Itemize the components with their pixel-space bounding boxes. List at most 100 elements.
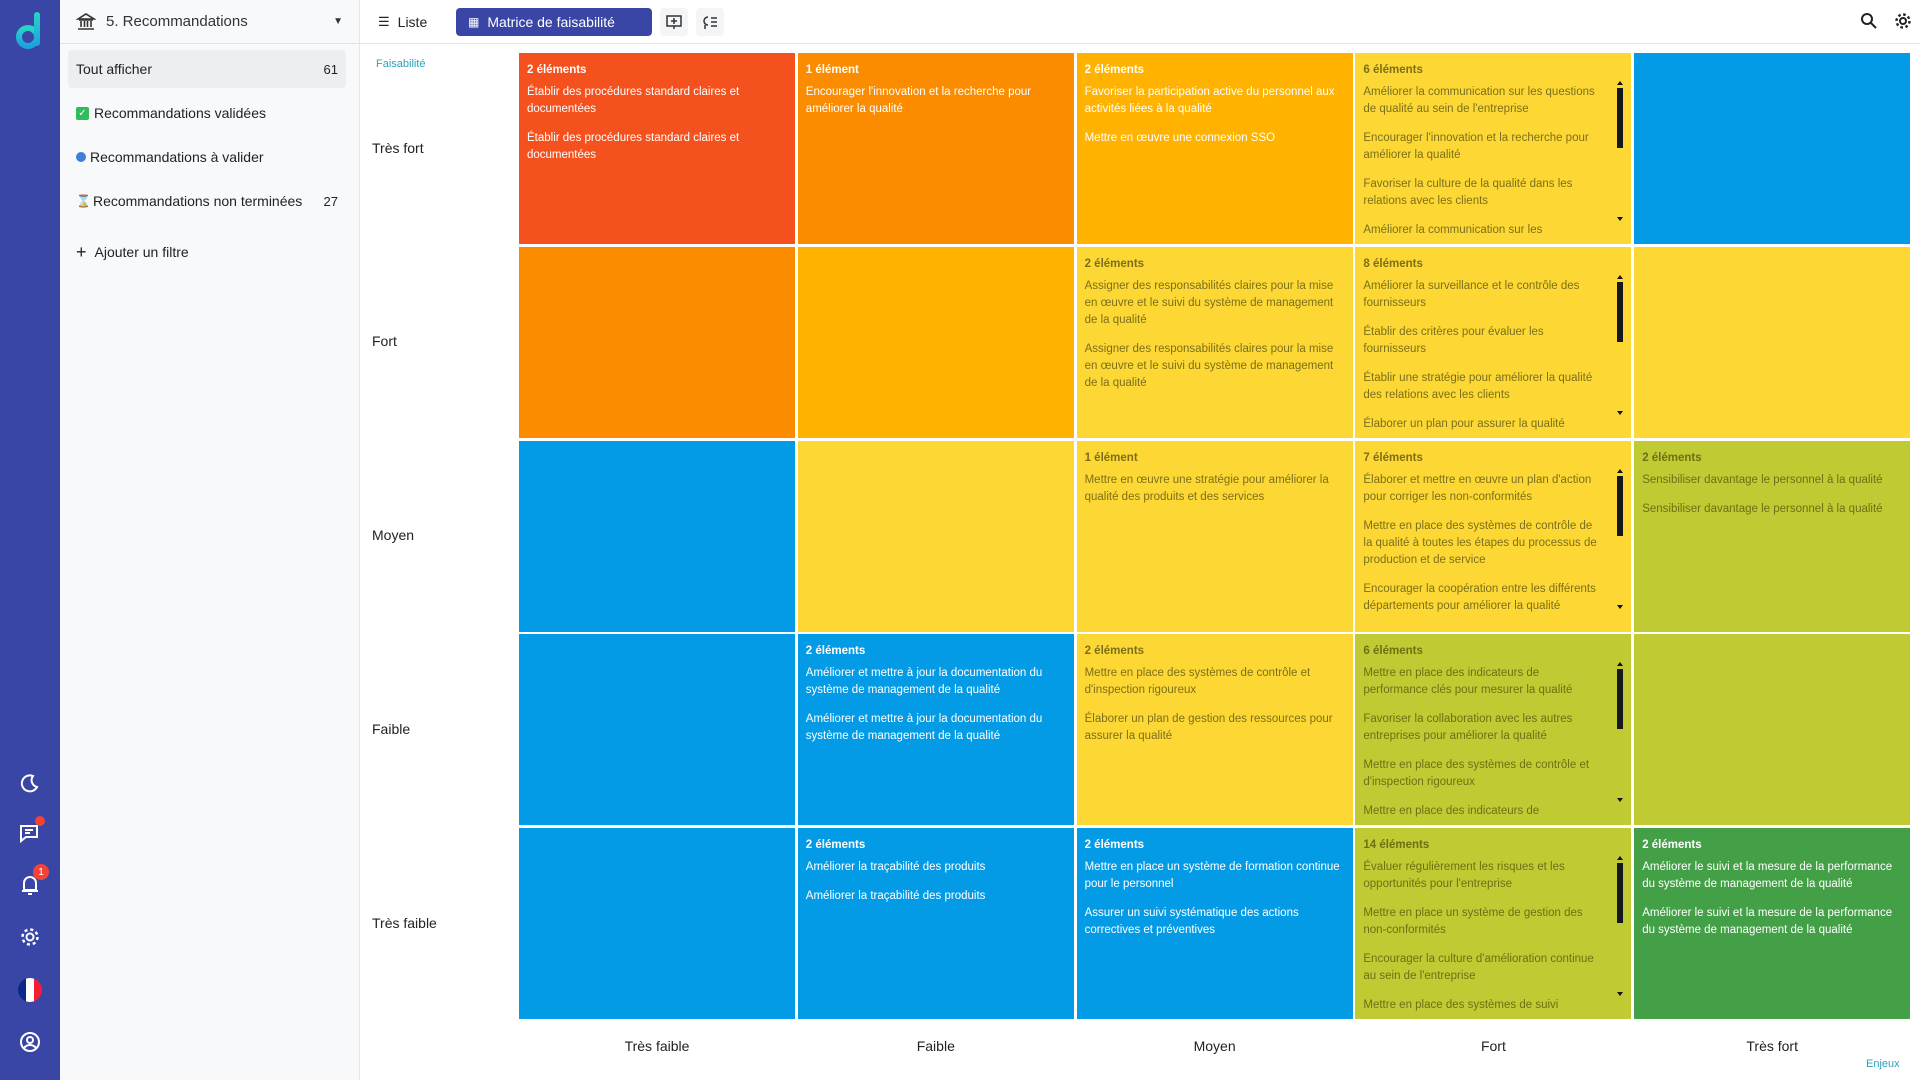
recommendation-item[interactable]: Établir des procédures standard claires …	[527, 132, 740, 161]
matrix-cell[interactable]: 1 élément Mettre en œuvre une stratégie p…	[1076, 440, 1353, 632]
chevron-down-icon[interactable]: ▼	[333, 16, 343, 27]
matrix-cell[interactable]: 2 éléments Mettre en place des systèmes d…	[1076, 634, 1353, 826]
recommendation-item[interactable]: Améliorer le suivi et la mesure de la pe…	[1642, 861, 1893, 891]
recommendation-item[interactable]: Améliorer la communication sur les	[1363, 224, 1543, 236]
recommendation-item[interactable]: Encourager la culture d'amélioration con…	[1363, 953, 1594, 983]
scrollbar-thumb[interactable]	[1617, 88, 1624, 148]
matrix-cell[interactable]	[1634, 246, 1911, 438]
matrix-cell[interactable]	[797, 246, 1074, 438]
scroll-up-arrow-icon[interactable]	[1617, 856, 1624, 861]
filter-to-validate[interactable]: Recommandations à valider	[68, 138, 346, 176]
recommendation-item[interactable]: Mettre en œuvre une connexion SSO	[1084, 132, 1276, 144]
recommendation-item[interactable]: Sensibiliser davantage le personnel à la…	[1642, 502, 1883, 515]
language-flag-fr-icon[interactable]	[15, 975, 45, 1005]
scroll-up-arrow-icon[interactable]	[1617, 662, 1624, 667]
matrix-cell[interactable]: 6 éléments Mettre en place des indicateur…	[1355, 634, 1632, 826]
scroll-up-arrow-icon[interactable]	[1617, 274, 1624, 279]
recommendation-item[interactable]: Élaborer un plan de gestion des ressourc…	[1084, 713, 1333, 743]
matrix-cell[interactable]	[519, 634, 795, 826]
matrix-cell[interactable]	[797, 440, 1074, 632]
recommendation-item[interactable]: Élaborer un plan pour assurer la qualité	[1363, 417, 1565, 430]
app-logo[interactable]	[14, 10, 46, 50]
recommendation-item[interactable]: Établir une stratégie pour améliorer la …	[1363, 371, 1593, 401]
recommendation-item[interactable]: Mettre en place des systèmes de contrôle…	[1363, 519, 1597, 566]
user-profile-icon[interactable]	[15, 1027, 45, 1057]
present-screen-button[interactable]	[660, 8, 688, 36]
recommendation-item[interactable]: Assurer un suivi systématique des action…	[1084, 907, 1299, 937]
recommendation-item[interactable]: Améliorer la traçabilité des produits	[805, 861, 986, 874]
scrollbar-thumb[interactable]	[1617, 863, 1624, 924]
recommendation-item[interactable]: Améliorer la communication sur les quest…	[1363, 86, 1595, 115]
scroll-down-arrow-icon[interactable]	[1617, 604, 1624, 609]
filter-all[interactable]: Tout afficher 61	[68, 50, 346, 88]
add-filter-button[interactable]: + Ajouter un filtre	[68, 233, 346, 271]
module-selector[interactable]: 5. Recommandations ▼	[60, 0, 359, 44]
recommendation-item[interactable]: Mettre en place des indicateurs de	[1363, 805, 1540, 818]
matrix-cell[interactable]: 7 éléments Élaborer et mettre en œuvre un…	[1355, 440, 1632, 632]
scroll-up-arrow-icon[interactable]	[1617, 468, 1624, 473]
matrix-cell[interactable]: 2 éléments Établir des procédures standar…	[519, 53, 795, 244]
scroll-down-arrow-icon[interactable]	[1617, 798, 1624, 803]
recommendation-item[interactable]: Évaluer régulièrement les risques et les…	[1363, 861, 1565, 891]
view-settings-gear-icon[interactable]	[1894, 12, 1912, 35]
recommendation-item[interactable]: Établir des critères pour évaluer les fo…	[1363, 325, 1544, 355]
recommendation-item[interactable]: Mettre en place des systèmes de contrôle…	[1084, 667, 1311, 697]
matrix-cell[interactable]	[1634, 53, 1911, 244]
cell-scrollbar[interactable]	[1617, 81, 1624, 221]
matrix-cell[interactable]: 1 élément Encourager l'innovation et la r…	[797, 53, 1074, 244]
recommendation-item[interactable]: Mettre en place des systèmes de suivi	[1363, 999, 1559, 1012]
dark-mode-moon-icon[interactable]	[15, 768, 45, 798]
scroll-up-arrow-icon[interactable]	[1617, 81, 1624, 85]
cell-scrollbar[interactable]	[1617, 856, 1624, 997]
recommendation-item[interactable]: Améliorer et mettre à jour la documentat…	[805, 667, 1043, 697]
recommendation-item[interactable]: Favoriser la participation active du per…	[1084, 86, 1335, 115]
matrix-cell[interactable]: 14 éléments Évaluer régulièrement les ris…	[1355, 828, 1632, 1020]
scroll-down-arrow-icon[interactable]	[1617, 217, 1624, 221]
recommendation-item[interactable]: Améliorer le suivi et la mesure de la pe…	[1642, 907, 1893, 937]
scrollbar-thumb[interactable]	[1617, 475, 1624, 536]
matrix-cell[interactable]: 2 éléments Améliorer le suivi et la mesur…	[1634, 828, 1911, 1020]
recommendation-item[interactable]: Établir des procédures standard claires …	[527, 86, 740, 115]
recommendation-item[interactable]: Améliorer la traçabilité des produits	[805, 890, 986, 903]
recommendation-item[interactable]: Encourager l'innovation et la recherche …	[1363, 132, 1589, 161]
recommendation-item[interactable]: Améliorer la surveillance et le contrôle…	[1363, 279, 1580, 309]
matrix-cell[interactable]: 2 éléments Améliorer la traçabilité des p…	[797, 828, 1074, 1020]
recommendation-item[interactable]: Mettre en œuvre une stratégie pour améli…	[1084, 473, 1329, 503]
scroll-down-arrow-icon[interactable]	[1617, 992, 1624, 997]
recommendation-item[interactable]: Favoriser la collaboration avec les autr…	[1363, 713, 1573, 743]
matrix-cell[interactable]	[519, 828, 795, 1020]
messages-icon[interactable]	[15, 816, 45, 848]
matrix-cell[interactable]	[1634, 634, 1911, 826]
recommendation-item[interactable]: Favoriser la culture de la qualité dans …	[1363, 178, 1573, 207]
recommendation-item[interactable]: Mettre en place des systèmes de contrôle…	[1363, 759, 1590, 789]
notifications-bell-icon[interactable]: 1	[15, 864, 49, 900]
matrix-cell[interactable]: 2 éléments Mettre en place un système de …	[1076, 828, 1353, 1020]
recommendation-item[interactable]: Encourager la coopération entre les diff…	[1363, 582, 1596, 612]
search-icon[interactable]	[1860, 12, 1878, 35]
matrix-cell[interactable]	[519, 440, 795, 632]
sort-options-button[interactable]	[696, 8, 724, 36]
recommendation-item[interactable]: Encourager l'innovation et la recherche …	[805, 86, 1032, 115]
tab-feasibility-matrix[interactable]: ▦ Matrice de faisabilité	[456, 8, 652, 36]
tab-list[interactable]: ☰ Liste	[366, 8, 439, 36]
scroll-down-arrow-icon[interactable]	[1617, 410, 1624, 415]
recommendation-item[interactable]: Sensibiliser davantage le personnel à la…	[1642, 473, 1883, 486]
matrix-cell[interactable]: 8 éléments Améliorer la surveillance et l…	[1355, 246, 1632, 438]
matrix-cell[interactable]: 6 éléments Améliorer la communication sur…	[1355, 53, 1632, 244]
matrix-cell[interactable]: 2 éléments Améliorer et mettre à jour la …	[797, 634, 1074, 826]
matrix-cell[interactable]: 2 éléments Favoriser la participation act…	[1076, 53, 1353, 244]
recommendation-item[interactable]: Assigner des responsabilités claires pou…	[1084, 279, 1334, 326]
recommendation-item[interactable]: Mettre en place un système de gestion de…	[1363, 907, 1583, 937]
filter-validated[interactable]: ✓ Recommandations validées	[68, 94, 346, 132]
recommendation-item[interactable]: Mettre en place des indicateurs de perfo…	[1363, 667, 1573, 697]
recommendation-item[interactable]: Mettre en place un système de formation …	[1084, 861, 1340, 891]
scrollbar-thumb[interactable]	[1617, 669, 1624, 730]
matrix-cell[interactable]	[519, 246, 795, 438]
recommendation-item[interactable]: Assigner des responsabilités claires pou…	[1084, 342, 1334, 389]
cell-scrollbar[interactable]	[1617, 662, 1624, 803]
recommendation-item[interactable]: Élaborer et mettre en œuvre un plan d'ac…	[1363, 473, 1592, 503]
cell-scrollbar[interactable]	[1617, 468, 1624, 609]
settings-gear-icon[interactable]	[15, 922, 45, 952]
filter-unfinished[interactable]: ⌛ Recommandations non terminées 27	[68, 182, 346, 220]
scrollbar-thumb[interactable]	[1617, 281, 1624, 342]
